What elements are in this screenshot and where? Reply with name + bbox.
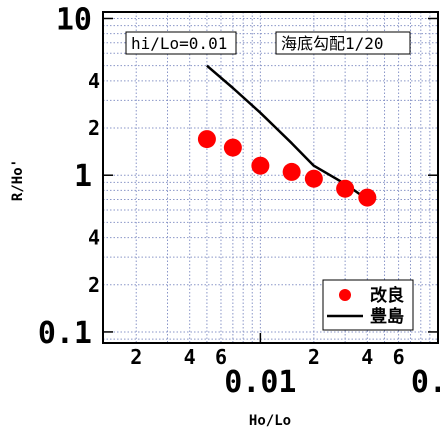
- x-minor-tick-label: 2: [130, 345, 142, 369]
- x-minor-tick-label: 4: [361, 345, 373, 369]
- data-point-kairyou: [251, 156, 270, 175]
- y-tick-label: 10: [56, 2, 92, 37]
- legend: 改良 豊島: [322, 279, 414, 331]
- x-minor-tick-label: 6: [215, 345, 227, 369]
- plot-frame: [102, 11, 439, 344]
- y-axis-label: R/Ho': [10, 159, 26, 201]
- data-point-kairyou: [197, 130, 216, 149]
- data-point-kairyou: [336, 179, 355, 198]
- data-point-kairyou: [358, 188, 377, 207]
- y-minor-tick-label: 2: [88, 273, 100, 297]
- legend-box: [322, 279, 414, 331]
- annotation-slope: 海底勾配1/20: [275, 31, 411, 55]
- legend-marker-kairyou: [339, 289, 351, 301]
- annotation-slope-text: 海底勾配1/20: [281, 34, 384, 53]
- y-minor-tick-label: 2: [88, 116, 100, 140]
- y-tick-label: 1: [74, 159, 92, 194]
- y-tick-label: 0.1: [38, 316, 92, 351]
- series-layer: [197, 64, 377, 207]
- x-minor-tick-label: 6: [393, 345, 405, 369]
- data-point-kairyou: [282, 162, 301, 181]
- x-tick-label: 0.01: [224, 365, 296, 400]
- data-point-kairyou: [223, 138, 242, 157]
- y-minor-tick-label: 4: [88, 226, 100, 250]
- annotation-ratio-text: hi/Lo=0.01: [131, 34, 227, 53]
- x-minor-tick-label: 4: [184, 345, 196, 369]
- x-tick-label: 0.1: [411, 365, 440, 400]
- x-minor-tick-label: 2: [308, 345, 320, 369]
- y-minor-tick-label: 4: [88, 69, 100, 93]
- legend-label-kairyou: 改良: [370, 285, 404, 306]
- annotation-ratio: hi/Lo=0.01: [125, 31, 237, 55]
- x-axis-label: Ho/Lo: [249, 413, 291, 429]
- data-point-kairyou: [304, 169, 323, 188]
- legend-label-teshima: 豊島: [370, 306, 404, 327]
